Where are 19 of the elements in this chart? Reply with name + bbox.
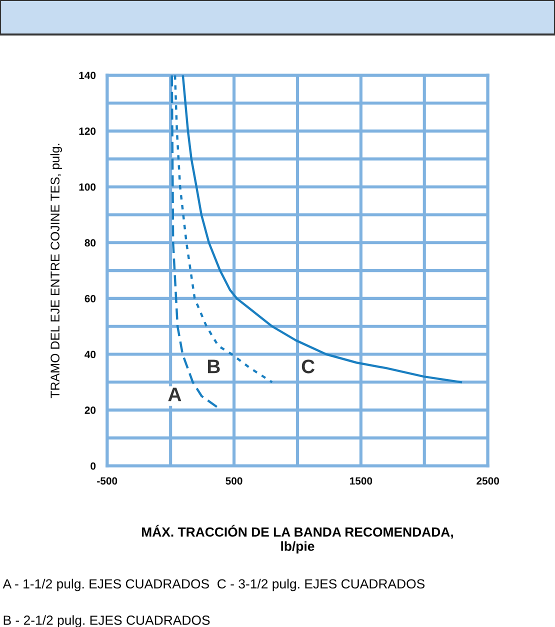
y-tick-label: 100: [79, 183, 96, 191]
x-axis-title: MÁX. TRACCIÓN DE LA BANDA RECOMENDADA, lb/pie: [142, 524, 453, 554]
y-tick-label: 80: [84, 239, 96, 247]
series-label: B: [208, 360, 220, 374]
y-tick-label: 0: [90, 462, 96, 470]
y-tick-label: 120: [79, 128, 96, 135]
y-tick-label: 20: [84, 406, 96, 414]
y-tick-label: 140: [79, 72, 96, 80]
y-tick-label: 60: [84, 294, 96, 302]
x-tick-label: 500: [226, 477, 242, 485]
y-tick-label: 40: [84, 350, 96, 358]
x-tick-label: 1500: [350, 477, 372, 485]
line-series: [182, 75, 462, 384]
series-label: A: [168, 388, 182, 402]
y-axis-title: TRAMO DEL EJE ENTRE COJINE TES, pulg.: [50, 144, 62, 398]
text: A - 1-1/2 pulg. EJES CUADRADOS C - 3-1/2 pulg. EJES CUADRADOS: [2, 578, 425, 592]
x-tick-label: -500: [97, 477, 118, 485]
x-tick-label: 2500: [476, 477, 500, 485]
series-label: C: [302, 360, 315, 374]
